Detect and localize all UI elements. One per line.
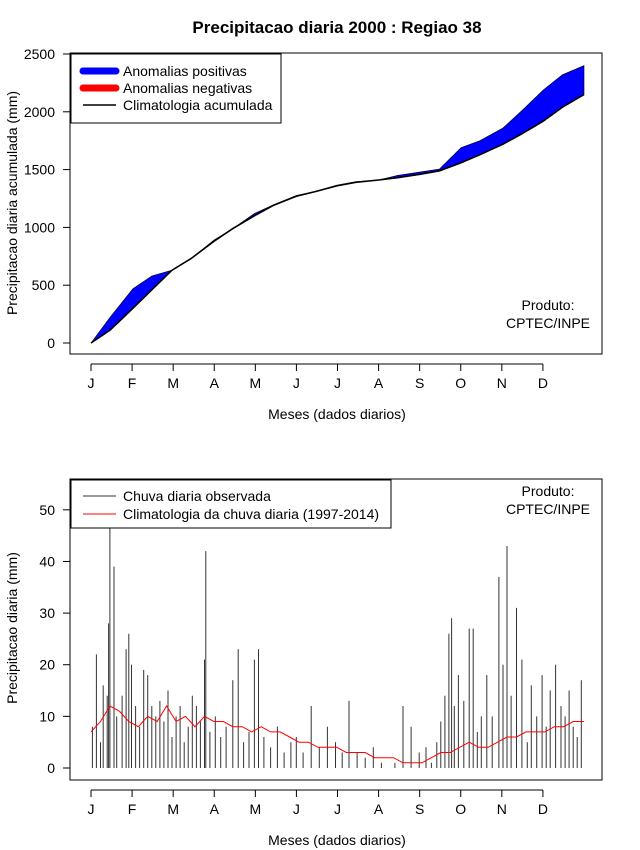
bottom-y-tick-label: 10 — [39, 708, 55, 724]
bottom-x-tick-label: N — [497, 801, 507, 817]
bottom-y-axis: 0 10 20 30 40 50 — [39, 502, 71, 776]
top-y-axis-label: Precipitacao diaria acumulada (mm) — [4, 91, 20, 315]
bottom-y-axis-label: Precipitacao diaria (mm) — [4, 552, 20, 704]
top-x-tick-label: O — [455, 375, 466, 391]
top-chart-title: Precipitacao diaria 2000 : Regiao 38 — [192, 18, 481, 37]
bottom-x-tick-label: S — [415, 801, 424, 817]
top-y-tick-label: 500 — [32, 277, 56, 293]
bottom-plot-area — [90, 484, 584, 768]
bottom-y-tick-label: 40 — [39, 553, 55, 569]
top-y-axis: 0 500 1000 1500 2000 2500 — [24, 46, 71, 351]
top-plot-area — [90, 65, 585, 344]
bottom-x-tick-label: J — [293, 801, 300, 817]
top-x-tick-label: J — [334, 375, 341, 391]
bottom-chart: 0 10 20 30 40 50 J F M A M J J A S O N D Meses (dados di… — [4, 478, 603, 848]
bottom-x-tick-label: A — [374, 801, 384, 817]
top-x-tick-label: A — [210, 375, 220, 391]
top-y-tick-label: 2500 — [24, 46, 55, 62]
bottom-y-tick-label: 50 — [39, 502, 55, 518]
top-x-tick-label: S — [415, 375, 424, 391]
bottom-x-tick-label: M — [249, 801, 261, 817]
top-x-tick-label: F — [128, 375, 137, 391]
bottom-x-tick-label: D — [538, 801, 548, 817]
top-x-tick-label: N — [497, 375, 507, 391]
bottom-x-tick-label: F — [128, 801, 137, 817]
bottom-x-tick-label: A — [210, 801, 220, 817]
top-y-tick-label: 0 — [47, 335, 55, 351]
bottom-x-tick-label: M — [167, 801, 179, 817]
top-x-tick-label: A — [374, 375, 384, 391]
legend-climatology-label: Climatologia acumulada — [123, 97, 273, 113]
daily-climatology-line — [90, 705, 584, 764]
top-x-tick-label: M — [249, 375, 261, 391]
top-y-tick-label: 1500 — [24, 162, 55, 178]
legend-observed-label: Chuva diaria observada — [123, 488, 271, 504]
top-x-axis-label: Meses (dados diarios) — [268, 406, 406, 422]
bottom-x-axis-label: Meses (dados diarios) — [268, 832, 406, 848]
top-legend: Anomalias positivas Anomalias negativas … — [70, 53, 282, 124]
top-x-tick-label: M — [167, 375, 179, 391]
top-x-tick-label: J — [88, 375, 95, 391]
bottom-product-label: Produto: — [522, 483, 575, 499]
bottom-x-tick-label: J — [88, 801, 95, 817]
climatology-line — [90, 93, 585, 344]
legend-daily-climatology-label: Climatologia da chuva diaria (1997-2014) — [123, 506, 379, 522]
bottom-legend: Chuva diaria observada Climatologia da c… — [70, 479, 392, 529]
bottom-x-tick-label: O — [455, 801, 466, 817]
bottom-x-tick-label: J — [334, 801, 341, 817]
top-y-tick-label: 1000 — [24, 219, 55, 235]
top-x-tick-label: J — [293, 375, 300, 391]
top-product-source: CPTEC/INPE — [506, 315, 590, 331]
top-y-tick-label: 2000 — [24, 104, 55, 120]
bottom-y-tick-label: 0 — [47, 760, 55, 776]
bottom-product-source: CPTEC/INPE — [506, 501, 590, 517]
top-chart: Precipitacao diaria 2000 : Regiao 38 0 50… — [4, 18, 603, 422]
bottom-y-tick-label: 30 — [39, 605, 55, 621]
top-x-tick-label: D — [538, 375, 548, 391]
top-product-label: Produto: — [522, 297, 575, 313]
bottom-legend-box — [70, 479, 392, 529]
bottom-y-tick-label: 20 — [39, 657, 55, 673]
legend-negative-label: Anomalias negativas — [123, 80, 252, 96]
legend-positive-label: Anomalias positivas — [123, 63, 247, 79]
